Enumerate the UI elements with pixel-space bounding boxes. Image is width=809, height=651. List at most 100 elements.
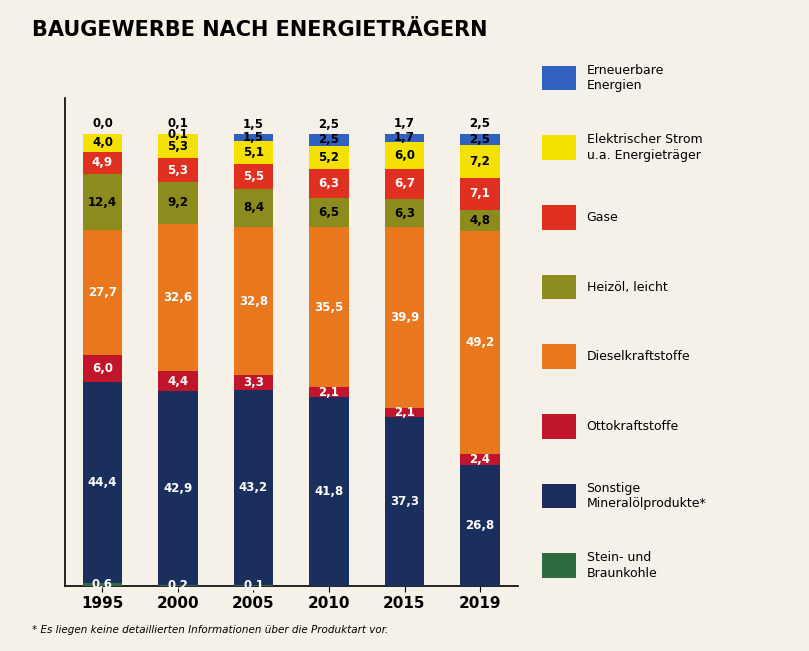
Bar: [460, 178, 500, 210]
Text: 2,5: 2,5: [319, 118, 340, 131]
Text: 1,7: 1,7: [394, 131, 415, 144]
Text: BAUGEWERBE NACH ENERGIETRÄGERN: BAUGEWERBE NACH ENERGIETRÄGERN: [32, 20, 488, 40]
Bar: [159, 158, 197, 182]
Bar: [83, 583, 122, 586]
Text: 2,1: 2,1: [319, 385, 340, 398]
Bar: [159, 585, 197, 586]
Bar: [309, 134, 349, 146]
Bar: [159, 134, 197, 158]
Bar: [234, 189, 273, 227]
Text: Ottokraftstoffe: Ottokraftstoffe: [587, 420, 679, 433]
Bar: [460, 465, 500, 586]
Text: Erneuerbare: Erneuerbare: [587, 64, 664, 77]
Bar: [309, 146, 349, 169]
Bar: [309, 197, 349, 227]
Text: 26,8: 26,8: [465, 519, 494, 532]
Text: 3,3: 3,3: [243, 376, 264, 389]
Text: 0,6: 0,6: [92, 578, 113, 591]
Text: 32,6: 32,6: [163, 291, 193, 304]
Bar: [234, 390, 273, 585]
Text: 2,1: 2,1: [394, 406, 415, 419]
Text: 42,9: 42,9: [163, 482, 193, 495]
Text: 37,3: 37,3: [390, 495, 419, 508]
Bar: [83, 152, 122, 174]
Text: 6,3: 6,3: [319, 177, 340, 190]
Text: 39,9: 39,9: [390, 311, 419, 324]
Text: 0,2: 0,2: [167, 579, 188, 592]
Text: 2,5: 2,5: [469, 117, 490, 130]
Text: 44,4: 44,4: [88, 477, 117, 490]
Text: 2,5: 2,5: [319, 133, 340, 146]
Bar: [83, 174, 122, 230]
Bar: [159, 182, 197, 224]
Bar: [460, 134, 500, 145]
Bar: [159, 371, 197, 391]
Bar: [309, 397, 349, 586]
Bar: [385, 408, 424, 417]
Text: 7,1: 7,1: [469, 187, 490, 201]
Text: 32,8: 32,8: [239, 295, 268, 307]
Text: * Es liegen keine detaillierten Informationen über die Produktart vor.: * Es liegen keine detaillierten Informat…: [32, 625, 388, 635]
Bar: [309, 387, 349, 397]
Text: 4,8: 4,8: [469, 214, 490, 227]
Text: 35,5: 35,5: [315, 301, 344, 314]
Text: 1,5: 1,5: [243, 118, 264, 131]
Text: 4,9: 4,9: [92, 156, 113, 169]
Text: Mineralölprodukte*: Mineralölprodukte*: [587, 497, 706, 510]
Text: Dieselkraftstoffe: Dieselkraftstoffe: [587, 350, 690, 363]
Text: 6,7: 6,7: [394, 177, 415, 190]
Bar: [460, 454, 500, 465]
Bar: [460, 232, 500, 454]
Text: 1,5: 1,5: [243, 131, 264, 144]
Text: 43,2: 43,2: [239, 481, 268, 494]
Bar: [385, 227, 424, 408]
Text: 4,4: 4,4: [167, 374, 188, 387]
Text: 41,8: 41,8: [315, 485, 344, 498]
Text: 4,0: 4,0: [92, 136, 113, 149]
Bar: [83, 230, 122, 355]
Text: 2,4: 2,4: [469, 453, 490, 466]
Bar: [385, 199, 424, 227]
Text: 8,4: 8,4: [243, 201, 264, 214]
Text: Gase: Gase: [587, 211, 618, 224]
Text: 5,3: 5,3: [167, 140, 188, 153]
Text: 5,3: 5,3: [167, 163, 188, 176]
Text: Energien: Energien: [587, 79, 642, 92]
Text: 2,5: 2,5: [469, 133, 490, 146]
Bar: [234, 227, 273, 375]
Bar: [234, 141, 273, 164]
Bar: [159, 224, 197, 371]
Text: 12,4: 12,4: [88, 195, 117, 208]
Bar: [460, 145, 500, 178]
Text: Elektrischer Strom: Elektrischer Strom: [587, 133, 702, 146]
Text: 6,5: 6,5: [319, 206, 340, 219]
Bar: [385, 141, 424, 169]
Text: 5,2: 5,2: [319, 151, 340, 164]
Text: 49,2: 49,2: [465, 336, 494, 349]
Text: Stein- und: Stein- und: [587, 551, 650, 564]
Text: 6,3: 6,3: [394, 206, 415, 219]
Text: 5,1: 5,1: [243, 146, 264, 159]
Bar: [83, 134, 122, 152]
Text: 9,2: 9,2: [167, 197, 188, 210]
Bar: [159, 391, 197, 585]
Bar: [83, 382, 122, 583]
Bar: [309, 227, 349, 387]
Text: 7,2: 7,2: [469, 155, 490, 168]
Text: 0,1: 0,1: [243, 579, 264, 592]
Bar: [460, 210, 500, 232]
Bar: [83, 355, 122, 382]
Text: Heizöl, leicht: Heizöl, leicht: [587, 281, 667, 294]
Text: 5,5: 5,5: [243, 170, 264, 183]
Text: u.a. Energieträger: u.a. Energieträger: [587, 149, 701, 162]
Bar: [385, 417, 424, 586]
Bar: [385, 134, 424, 141]
Text: 0,0: 0,0: [92, 117, 113, 130]
Text: 0,1: 0,1: [167, 128, 188, 141]
Text: 1,7: 1,7: [394, 117, 415, 130]
Text: Sonstige: Sonstige: [587, 482, 641, 495]
Text: Braunkohle: Braunkohle: [587, 567, 657, 580]
Bar: [234, 134, 273, 141]
Text: 27,7: 27,7: [88, 286, 117, 299]
Bar: [234, 375, 273, 390]
